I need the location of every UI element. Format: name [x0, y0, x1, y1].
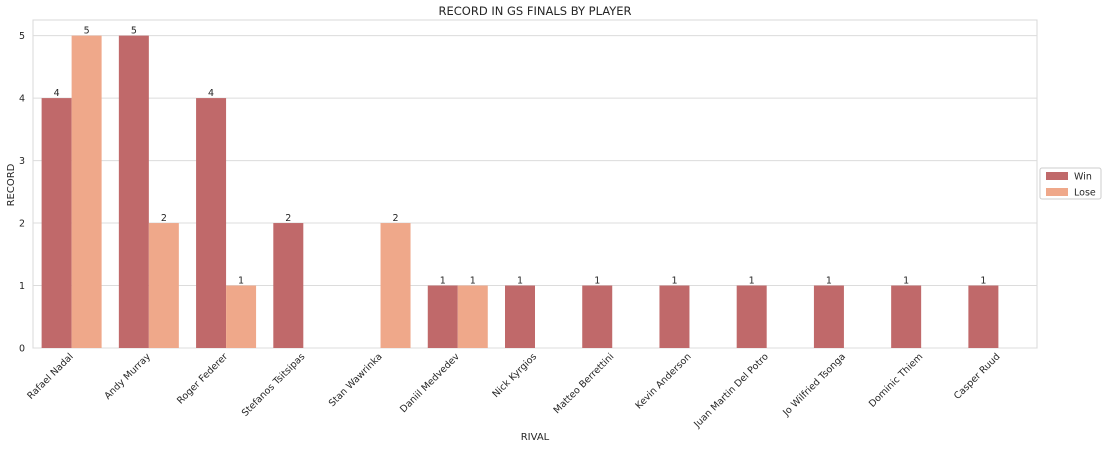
bar-value-label: 1: [238, 276, 244, 287]
x-tick-label: Kevin Anderson: [633, 351, 693, 411]
y-tick-label: 1: [19, 281, 25, 292]
x-tick-label: Stefanos Tsitsipas: [240, 351, 308, 419]
bar-value-label: 5: [131, 26, 137, 37]
x-tick-label: Andy Murray: [102, 351, 153, 402]
bar-value-label: 4: [208, 88, 214, 99]
legend-label-lose: Lose: [1074, 188, 1096, 199]
x-axis-label: RIVAL: [521, 432, 550, 443]
x-tick-label: Nick Kyrgios: [490, 351, 539, 400]
bar-win: [813, 285, 844, 348]
y-ticks: 0 1 2 3 4 5: [19, 31, 25, 354]
bar-value-label: 1: [826, 276, 832, 287]
bar-lose: [380, 223, 411, 348]
bar-value-label: 1: [440, 276, 446, 287]
bar-lose: [457, 285, 488, 348]
bar-value-label: 1: [749, 276, 755, 287]
bar-win: [736, 285, 767, 348]
bar-lose: [71, 35, 102, 348]
x-tick-label: Rafael Nadal: [25, 351, 75, 401]
x-tick-label: Daniil Medvedev: [398, 351, 462, 415]
x-tick-label: Dominic Thiem: [867, 351, 925, 409]
bar-value-label: 1: [903, 276, 909, 287]
bars: [41, 35, 999, 348]
legend-swatch-lose: [1046, 188, 1068, 196]
bar-value-label: 1: [517, 276, 523, 287]
bar-value-label: 1: [594, 276, 600, 287]
bar-value-label: 2: [393, 213, 399, 224]
bar-win: [891, 285, 922, 348]
x-tick-label: Stan Wawrinka: [327, 351, 385, 409]
bar-win: [505, 285, 535, 348]
bar-win: [41, 98, 72, 348]
x-tick-label: Casper Ruud: [952, 351, 1003, 402]
y-tick-label: 4: [19, 94, 25, 105]
bar-value-label: 5: [84, 26, 90, 37]
x-tick-label: Matteo Berrettini: [552, 351, 617, 416]
bar-value-label: 4: [54, 88, 60, 99]
bar-value-label: 2: [285, 213, 291, 224]
bar-value-label: 1: [671, 276, 677, 287]
bar-win: [273, 223, 304, 348]
x-ticks: Rafael Nadal Andy Murray Roger Federer Stef…: [25, 351, 1002, 431]
y-tick-label: 3: [19, 156, 25, 167]
legend: Win Lose: [1039, 167, 1102, 200]
bar-lose: [148, 223, 179, 348]
legend-label-win: Win: [1074, 172, 1092, 183]
bar-win: [659, 285, 690, 348]
y-axis-label: RECORD: [6, 163, 17, 206]
x-tick-label: Juan Martin Del Potro: [691, 351, 771, 431]
y-tick-label: 0: [19, 344, 25, 355]
bar-win: [196, 98, 227, 348]
chart-title: RECORD IN GS FINALS BY PLAYER: [439, 4, 632, 18]
bar-value-label: 1: [470, 276, 476, 287]
legend-swatch-win: [1046, 172, 1068, 180]
y-tick-label: 2: [19, 219, 25, 230]
y-tick-label: 5: [19, 31, 25, 42]
bar-win: [118, 35, 149, 348]
x-tick-label: Jo Wilfried Tsonga: [780, 351, 848, 419]
bar-value-label: 2: [161, 213, 167, 224]
bar-value-label: 1: [980, 276, 986, 287]
bar-win: [582, 285, 613, 348]
bar-lose: [226, 285, 257, 348]
bar-win: [968, 285, 999, 348]
bar-labels: 4 5 5 2 4 1 2 2 1 1 1 1 1 1 1 1 1: [54, 26, 987, 287]
bar-win: [427, 285, 458, 348]
x-tick-label: Roger Federer: [175, 351, 230, 406]
